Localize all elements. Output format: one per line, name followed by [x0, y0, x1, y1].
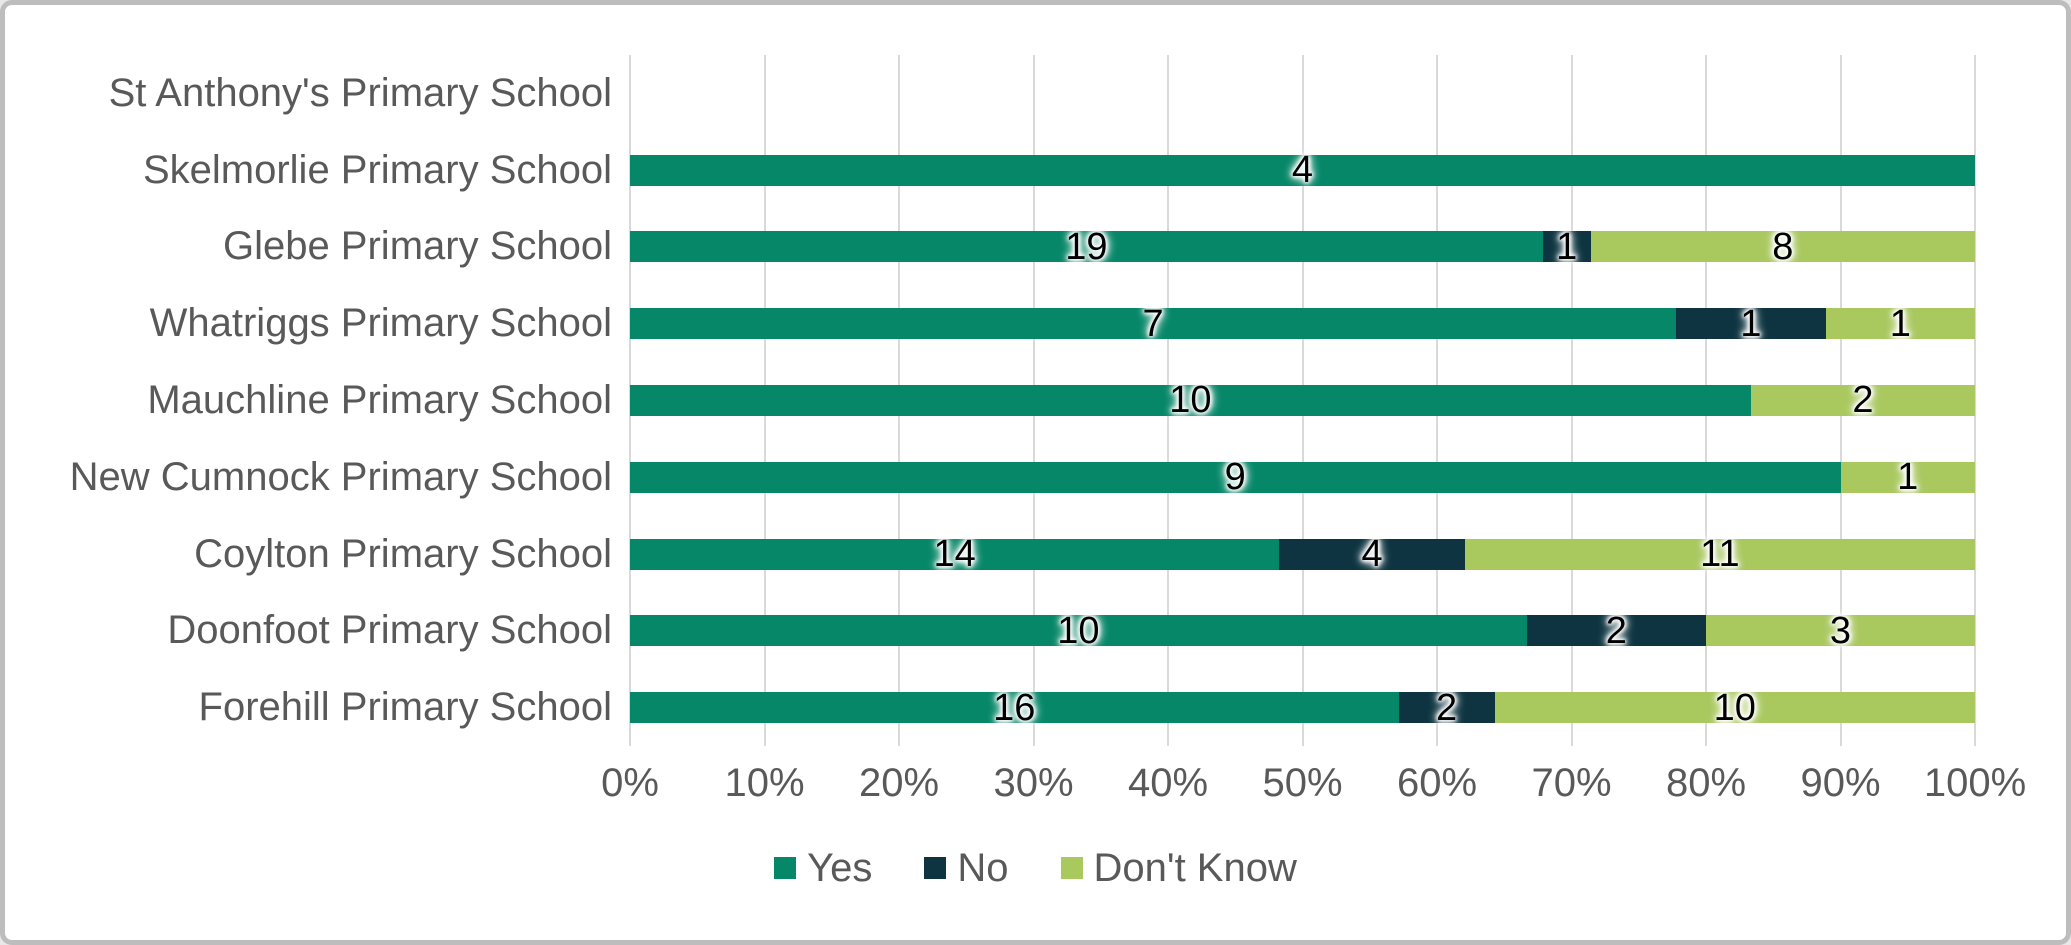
bar-segment-yes: 19	[630, 228, 1543, 266]
bar-row: 7 1 1	[630, 285, 1975, 362]
bar-segment-don-t-know: 1	[1840, 458, 1975, 496]
category-label: Glebe Primary School	[222, 224, 612, 269]
bar-segment-no: 1	[1676, 305, 1826, 343]
segment-value-label: 4	[1361, 533, 1383, 576]
legend: Yes No Don't Know	[5, 848, 2066, 888]
bar-segment-yes: 10	[630, 381, 1751, 419]
x-tick-label: 80%	[1665, 761, 1747, 805]
bar-segment-don-t-know: 8	[1590, 228, 1975, 266]
bar-row: 14 4 11	[630, 516, 1975, 593]
x-tick-label: 70%	[1531, 761, 1612, 805]
bar-segment-no: 2	[1398, 689, 1495, 727]
bar-segment-don-t-know: 11	[1464, 535, 1975, 573]
segment-value-label: 11	[1700, 533, 1740, 576]
x-tick-label: 30%	[993, 761, 1074, 805]
segment-value-label: 10	[1169, 379, 1212, 422]
segment-value-label: 10	[1057, 609, 1100, 652]
bar-segment-yes: 4	[630, 151, 1975, 189]
bar: 14 4 11	[630, 535, 1975, 573]
bar-segment-yes: 10	[630, 612, 1527, 650]
bar-segment-yes: 14	[630, 535, 1280, 573]
bar: 19 1 8	[630, 228, 1975, 266]
bar: 4	[630, 151, 1975, 189]
bar-row: 10 2 3	[630, 592, 1975, 669]
x-tick-label: 50%	[1262, 761, 1343, 805]
legend-swatch-yes	[774, 857, 797, 879]
legend-swatch-don-t-know	[1060, 857, 1083, 879]
segment-value-label: 1	[1556, 225, 1578, 268]
legend-label-no: No	[957, 846, 1009, 890]
category-label: Mauchline Primary School	[147, 377, 612, 422]
bar-segment-don-t-know: 1	[1825, 305, 1975, 343]
x-tick-label: 60%	[1396, 761, 1478, 805]
legend-item-don-t-know: Don't Know	[1060, 846, 1297, 890]
x-tick-label: 20%	[858, 761, 940, 805]
bar-row: 19 1 8	[630, 209, 1975, 286]
x-tick-label: 40%	[1127, 761, 1209, 805]
bar-segment-don-t-know: 3	[1706, 612, 1975, 650]
legend-item-no: No	[924, 846, 1009, 890]
bar-row: 4	[630, 132, 1975, 209]
legend-label-don-t-know: Don't Know	[1093, 846, 1297, 890]
bar-segment-yes: 7	[630, 305, 1677, 343]
bar-segment-no: 2	[1526, 612, 1706, 650]
plot-area: 4 19 1 8 7 1 1 10 2 9 1 14 4 11 10 2 3 16 2 10	[629, 55, 1976, 746]
bar-segment-yes: 9	[630, 458, 1841, 496]
segment-value-label: 14	[933, 533, 976, 576]
category-label: Doonfoot Primary School	[167, 608, 612, 653]
x-tick-label: 0%	[601, 761, 659, 805]
segment-value-label: 10	[1713, 686, 1756, 729]
segment-value-label: 16	[993, 686, 1036, 729]
bar: 10 2 3	[630, 612, 1975, 650]
category-label: New Cumnock Primary School	[69, 454, 612, 499]
category-label: St Anthony's Primary School	[108, 70, 612, 115]
x-tick-label: 100%	[1923, 761, 2027, 805]
bar: 7 1 1	[630, 305, 1975, 343]
segment-value-label: 2	[1436, 686, 1458, 729]
segment-value-label: 2	[1852, 379, 1874, 422]
bar-segment-don-t-know: 10	[1494, 689, 1975, 727]
bar: 16 2 10	[630, 689, 1975, 727]
segment-value-label: 1	[1740, 302, 1762, 345]
legend-swatch-no	[924, 857, 947, 879]
legend-label-yes: Yes	[807, 846, 873, 890]
segment-value-label: 1	[1889, 302, 1911, 345]
bar-segment-yes: 16	[630, 689, 1399, 727]
bar: 10 2	[630, 381, 1975, 419]
x-tick-label: 90%	[1800, 761, 1881, 805]
segment-value-label: 2	[1605, 609, 1627, 652]
bar-row: 16 2 10	[630, 669, 1975, 746]
segment-value-label: 3	[1829, 609, 1852, 652]
segment-value-label: 8	[1772, 225, 1794, 268]
x-tick-label: 10%	[724, 761, 805, 805]
segment-value-label: 19	[1065, 225, 1108, 268]
segment-value-label: 4	[1291, 149, 1314, 192]
segment-value-label: 1	[1897, 456, 1919, 499]
bar-segment-don-t-know: 2	[1750, 381, 1975, 419]
category-label: Forehill Primary School	[198, 685, 612, 730]
legend-item-yes: Yes	[774, 848, 872, 888]
gridline	[1974, 55, 1976, 746]
segment-value-label: 7	[1142, 302, 1164, 345]
category-label: Skelmorlie Primary School	[142, 147, 612, 192]
category-label: Whatriggs Primary School	[149, 301, 612, 346]
bar-segment-no: 1	[1542, 228, 1591, 266]
bar-segment-no: 4	[1279, 535, 1465, 573]
bar-row: 10 2	[630, 362, 1975, 439]
category-label: Coylton Primary School	[194, 531, 612, 576]
segment-value-label: 9	[1224, 456, 1246, 499]
